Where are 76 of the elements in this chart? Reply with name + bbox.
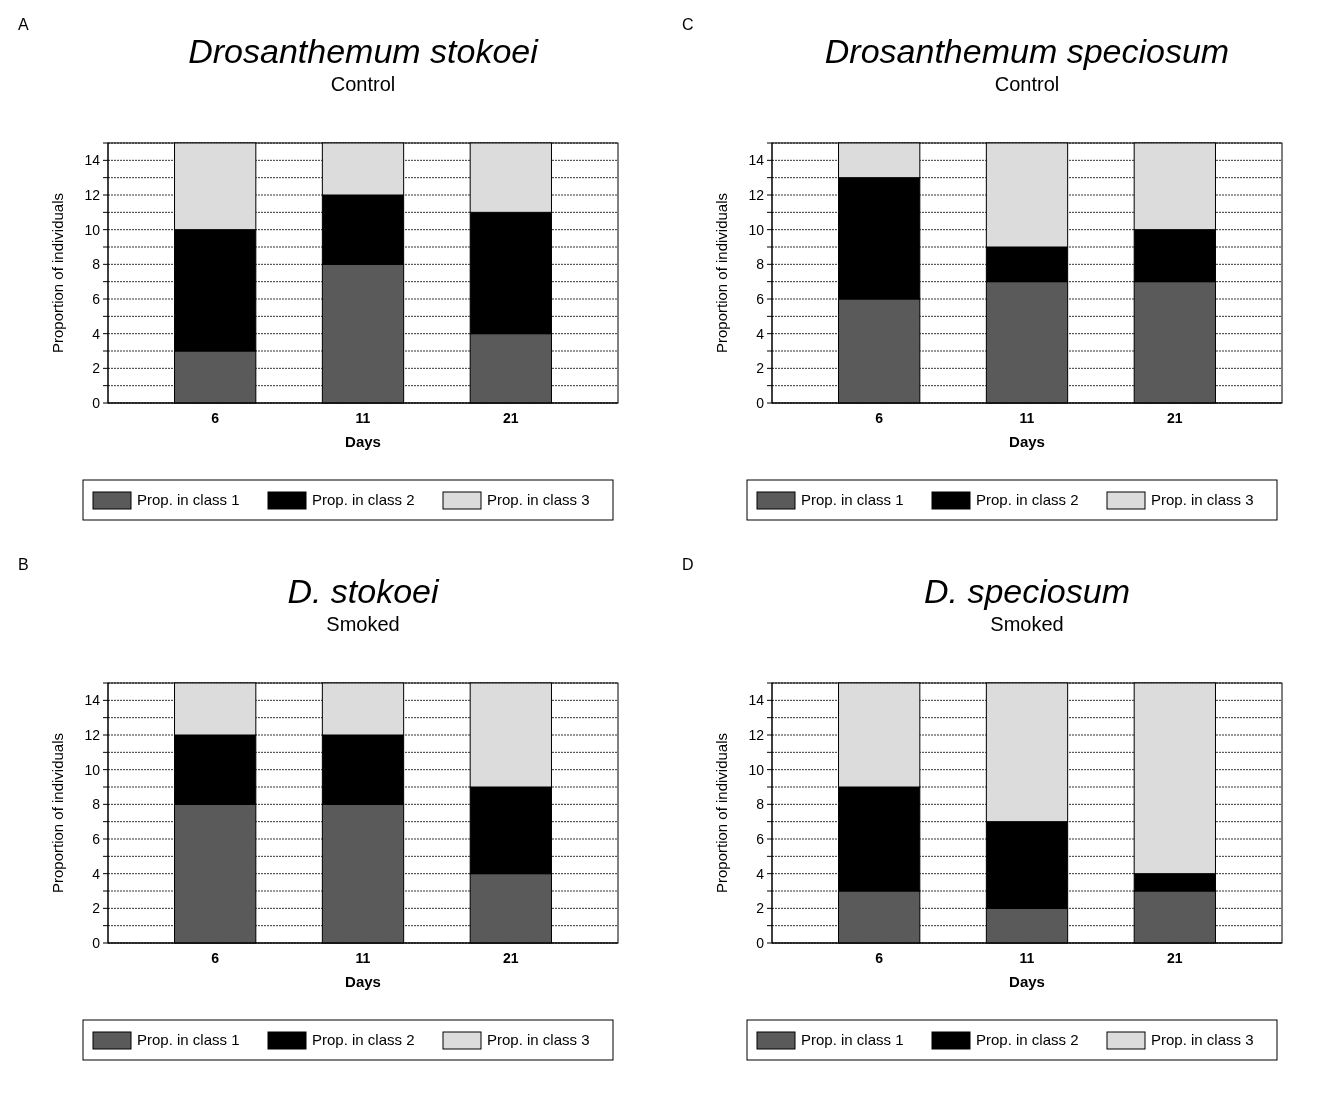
y-tick-label: 0 xyxy=(92,394,101,411)
y-tick-label: 6 xyxy=(756,830,765,847)
chart-subtitle: Control xyxy=(330,73,396,95)
chart-subtitle: Control xyxy=(994,73,1060,95)
legend-label: Prop. in class 1 xyxy=(801,1031,904,1048)
y-axis-title: Proportion of individuals xyxy=(49,732,66,894)
x-axis-title: Days xyxy=(345,973,381,990)
chart-title: D. speciosum xyxy=(924,572,1130,610)
x-tick-label: 6 xyxy=(875,410,884,426)
text: A xyxy=(18,16,29,33)
legend-label: Prop. in class 2 xyxy=(312,1031,415,1048)
y-tick-label: 6 xyxy=(92,830,101,847)
y-tick-label: 8 xyxy=(756,256,765,273)
chart-subtitle: Smoked xyxy=(990,613,1064,635)
y-tick-label: 12 xyxy=(84,726,101,743)
legend-label: Prop. in class 3 xyxy=(1151,491,1254,508)
y-tick-label: 12 xyxy=(748,726,765,743)
x-tick-label: 11 xyxy=(355,410,371,426)
text: D xyxy=(682,556,694,573)
y-tick-label: 4 xyxy=(92,325,101,342)
x-tick-label: 11 xyxy=(355,950,371,966)
legend-label: Prop. in class 2 xyxy=(976,491,1079,508)
legend-label: Prop. in class 1 xyxy=(137,491,240,508)
x-tick-label: 11 xyxy=(1019,950,1035,966)
x-tick-label: 21 xyxy=(1167,950,1183,966)
x-tick-label: 6 xyxy=(211,410,220,426)
legend-label: Prop. in class 1 xyxy=(137,1031,240,1048)
y-tick-label: 10 xyxy=(748,761,765,778)
y-tick-label: 2 xyxy=(756,900,765,917)
legend-label: Prop. in class 1 xyxy=(801,491,904,508)
x-tick-label: 6 xyxy=(875,950,884,966)
y-tick-label: 10 xyxy=(748,221,765,238)
chart-title: Drosanthemum stokoei xyxy=(188,32,540,70)
y-tick-label: 2 xyxy=(92,900,101,917)
y-tick-label: 10 xyxy=(84,761,101,778)
y-tick-label: 0 xyxy=(92,934,101,951)
legend-label: Prop. in class 2 xyxy=(312,491,415,508)
y-tick-label: 10 xyxy=(84,221,101,238)
y-axis-title: Proportion of individuals xyxy=(713,192,730,354)
y-tick-label: 8 xyxy=(92,256,101,273)
y-tick-label: 2 xyxy=(92,360,101,377)
legend-label: Prop. in class 3 xyxy=(1151,1031,1254,1048)
y-tick-label: 6 xyxy=(756,290,765,307)
x-tick-label: 6 xyxy=(211,950,220,966)
y-tick-label: 14 xyxy=(748,692,765,709)
chart-title: Drosanthemum speciosum xyxy=(824,32,1230,70)
x-axis-title: Days xyxy=(1009,433,1045,450)
y-tick-label: 14 xyxy=(84,152,101,169)
legend-label: Prop. in class 2 xyxy=(976,1031,1079,1048)
text: B xyxy=(18,556,29,573)
x-tick-label: 21 xyxy=(503,410,519,426)
legend-label: Prop. in class 3 xyxy=(487,1031,590,1048)
y-tick-label: 12 xyxy=(748,186,765,203)
y-tick-label: 6 xyxy=(92,290,101,307)
y-tick-label: 0 xyxy=(756,934,765,951)
y-axis-title: Proportion of individuals xyxy=(713,732,730,894)
y-tick-label: 2 xyxy=(756,360,765,377)
x-tick-label: 21 xyxy=(503,950,519,966)
y-tick-label: 8 xyxy=(92,796,101,813)
y-tick-label: 12 xyxy=(84,186,101,203)
x-axis-title: Days xyxy=(1009,973,1045,990)
x-axis-title: Days xyxy=(345,433,381,450)
legend-label: Prop. in class 3 xyxy=(487,491,590,508)
y-tick-label: 8 xyxy=(756,796,765,813)
text: C xyxy=(682,16,694,33)
y-tick-label: 0 xyxy=(756,394,765,411)
y-tick-label: 14 xyxy=(748,152,765,169)
x-tick-label: 21 xyxy=(1167,410,1183,426)
y-tick-label: 4 xyxy=(756,325,765,342)
y-tick-label: 4 xyxy=(92,865,101,882)
x-tick-label: 11 xyxy=(1019,410,1035,426)
y-tick-label: 4 xyxy=(756,865,765,882)
y-tick-label: 14 xyxy=(84,692,101,709)
y-axis-title: Proportion of individuals xyxy=(49,192,66,354)
chart-subtitle: Smoked xyxy=(326,613,400,635)
chart-title: D. stokoei xyxy=(287,572,441,610)
